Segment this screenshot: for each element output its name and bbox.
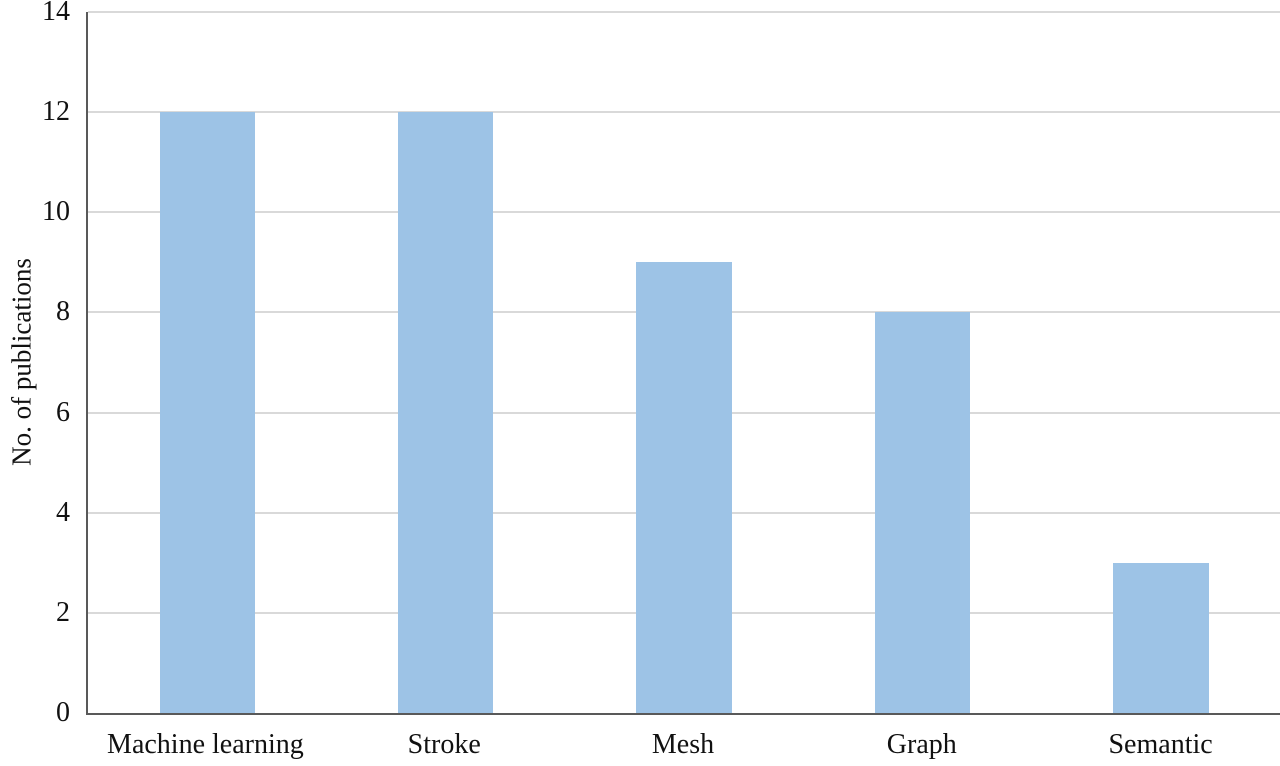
x-category-label: Mesh bbox=[651, 729, 715, 760]
y-tick-label: 2 bbox=[56, 596, 70, 628]
bars bbox=[88, 12, 1280, 713]
bar-slot bbox=[326, 12, 564, 713]
gridline bbox=[88, 211, 1280, 214]
plot-area bbox=[86, 11, 1280, 715]
bar-slot bbox=[803, 12, 1041, 713]
gridline bbox=[88, 11, 1280, 13]
bar-mesh bbox=[636, 262, 732, 713]
y-tick-label: 8 bbox=[56, 296, 70, 328]
y-tick-label: 10 bbox=[42, 196, 70, 228]
bar-machine-learning bbox=[159, 112, 255, 713]
x-category-label: Machine learning bbox=[107, 729, 304, 760]
y-tick-label: 12 bbox=[42, 96, 70, 128]
y-axis-tick-labels: 0 2 4 6 8 10 12 14 bbox=[0, 0, 70, 727]
x-category-label: Stroke bbox=[407, 729, 481, 760]
bar-stroke bbox=[397, 112, 494, 713]
bar-semantic bbox=[1113, 562, 1209, 713]
y-tick-label: 0 bbox=[56, 697, 70, 728]
y-tick-label: 6 bbox=[56, 396, 70, 428]
bar-slot bbox=[1042, 12, 1280, 713]
gridline bbox=[88, 111, 1280, 114]
x-category-label: Semantic bbox=[1108, 729, 1213, 760]
x-category-label: Graph bbox=[886, 729, 957, 760]
bar-graph bbox=[874, 312, 971, 713]
bar-slot bbox=[88, 12, 326, 713]
y-tick-label: 4 bbox=[56, 496, 70, 528]
bar-slot bbox=[565, 12, 803, 713]
x-axis-category-labels: Machine learning Stroke Mesh Graph Semantic bbox=[86, 727, 1280, 765]
y-tick-label: 14 bbox=[42, 0, 70, 27]
